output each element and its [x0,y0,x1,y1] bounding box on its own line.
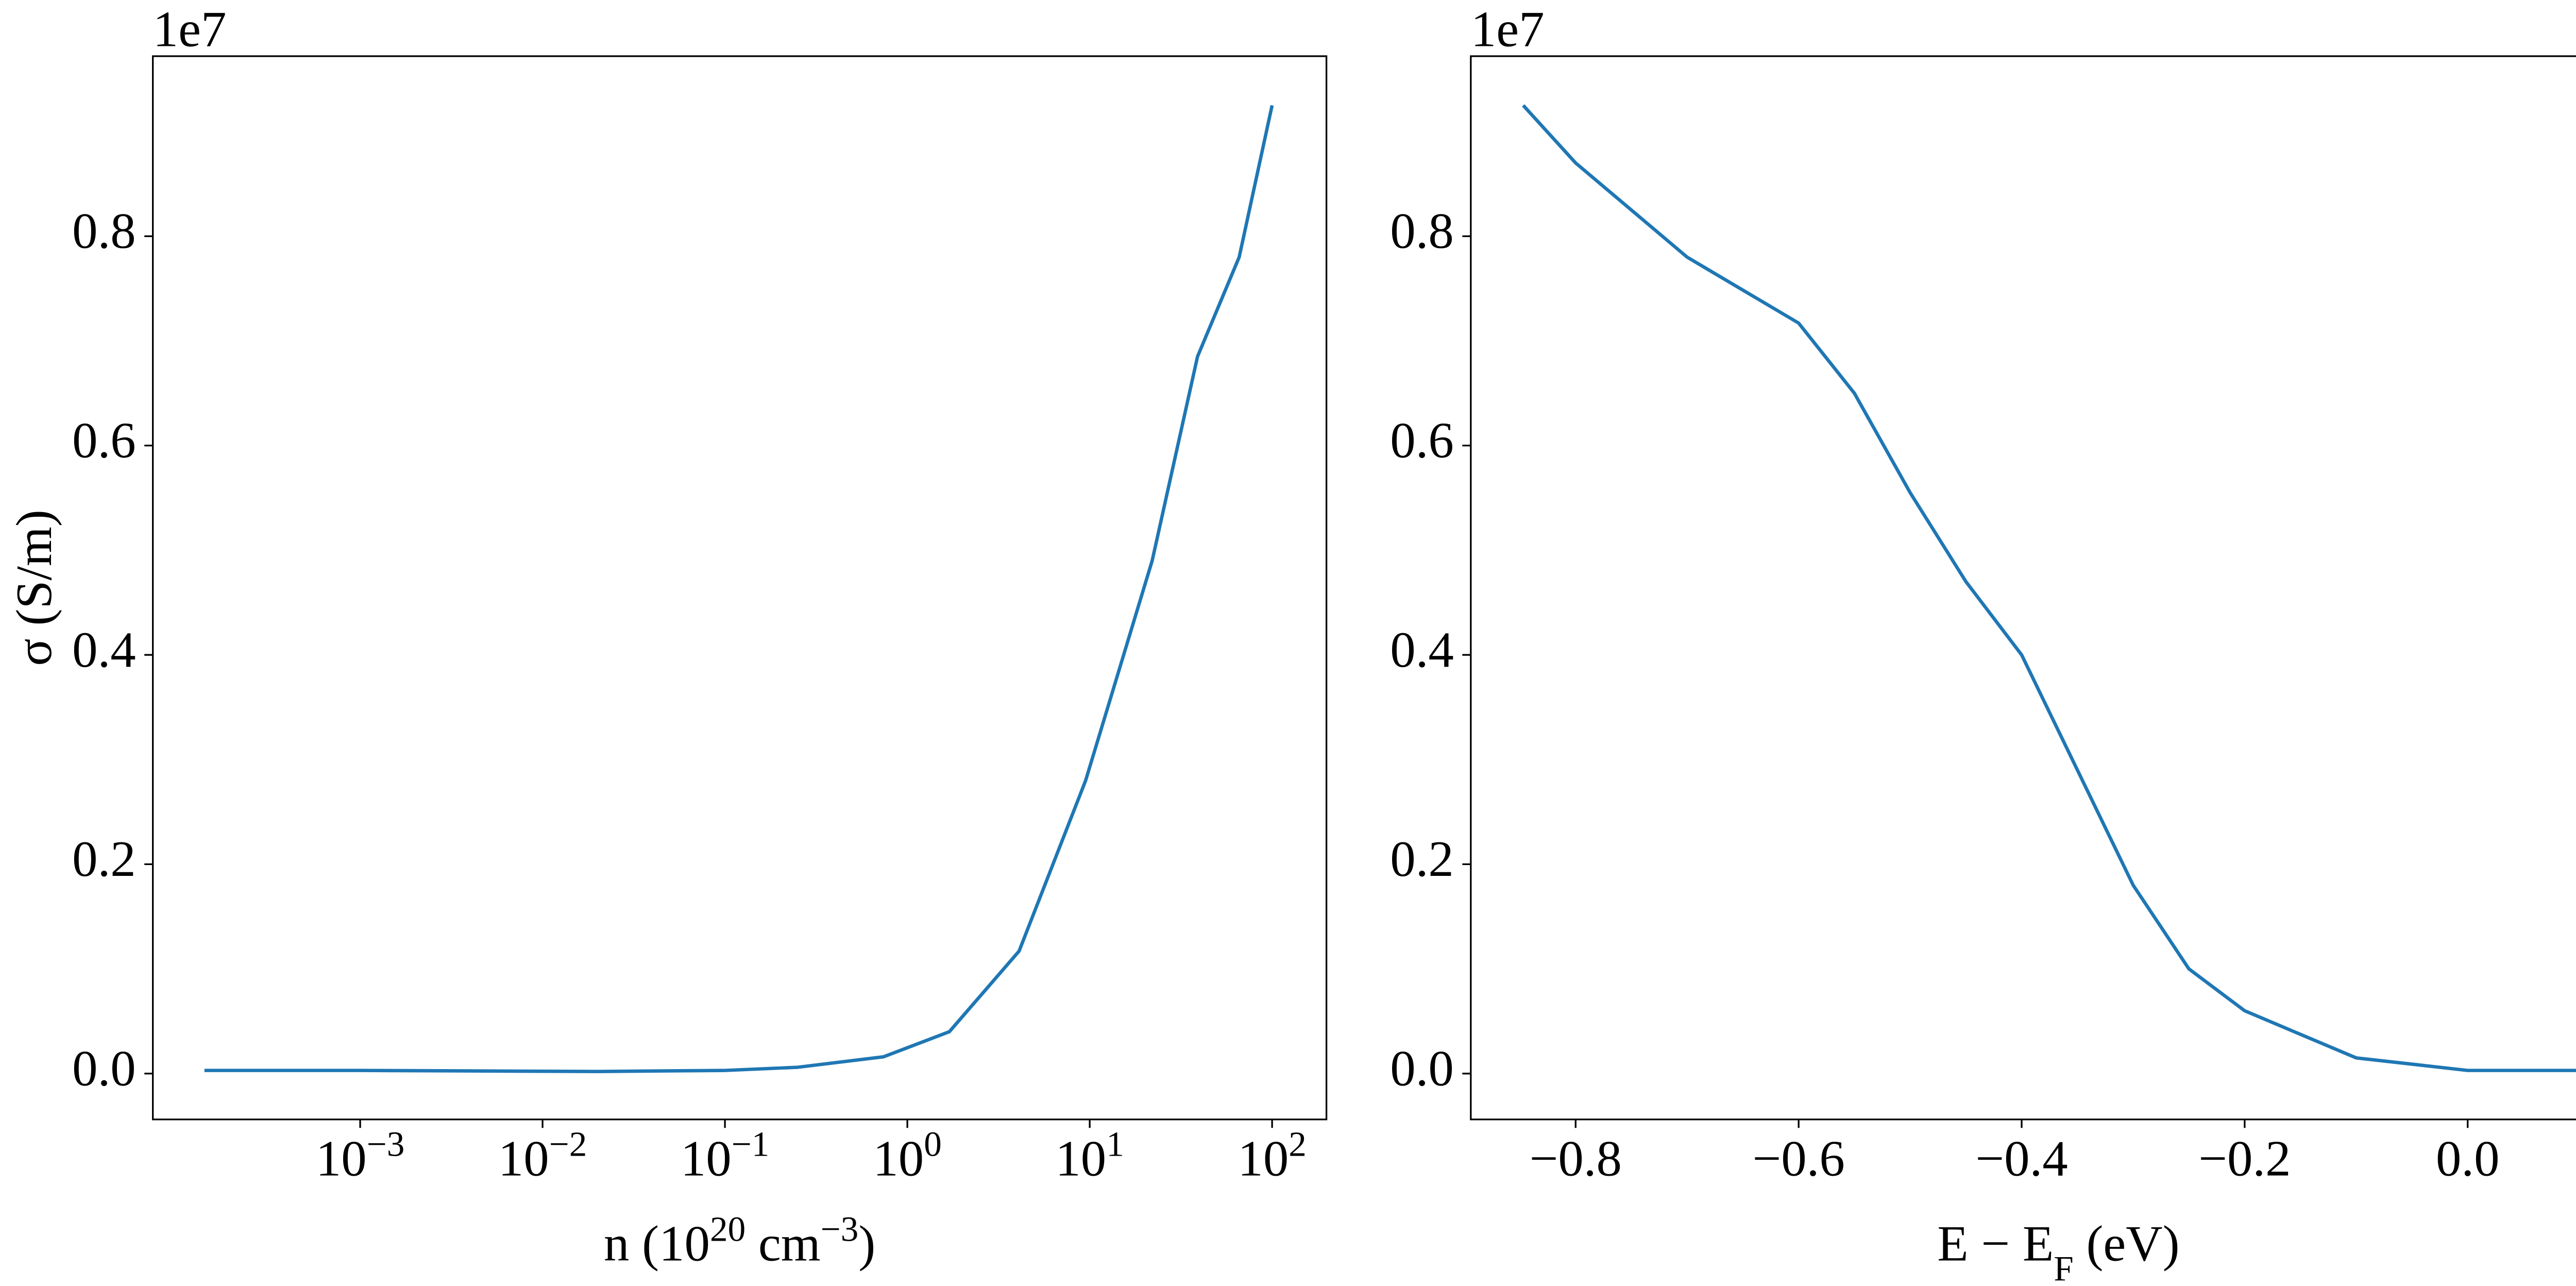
x-tick-label: 102 [1238,1124,1306,1187]
x-tick-label: 10−1 [681,1124,770,1187]
data-line [204,105,1274,1073]
plot-frame [152,55,1328,1121]
y-tick-label: 0.0 [72,1040,136,1096]
y-offset-label: 1e7 [1471,1,1545,57]
y-offset-label: 1e7 [153,1,227,57]
y-tick-label: 0.0 [1390,1040,1454,1096]
x-tick-label: 10−2 [498,1124,587,1187]
x-tick-label: 100 [873,1124,941,1187]
x-axis-label: E − EF (eV) [1937,1215,2179,1286]
x-tick-label: 101 [1055,1124,1124,1187]
x-tick-label: −0.6 [1752,1130,1844,1187]
y-tick-label: 0.6 [1390,412,1454,468]
y-tick-label: 0.6 [72,412,136,468]
x-tick-label: −0.2 [2198,1130,2291,1187]
x-tick-label: 10−3 [316,1124,405,1187]
x-tick-label: −0.8 [1530,1130,1622,1187]
y-tick-label: 0.8 [1390,203,1454,259]
data-line [1522,104,2576,1072]
y-tick-label: 0.4 [72,622,136,678]
y-tick-label: 0.8 [72,203,136,259]
y-tick-label: 0.2 [1390,831,1454,887]
x-tick-label: 0.0 [2436,1130,2500,1187]
x-tick-label: −0.4 [1975,1130,2067,1187]
plot-frame [1470,55,2576,1121]
y-tick-label: 0.2 [72,831,136,887]
y-axis-label: σ (S/m) [6,510,62,666]
y-tick-label: 0.4 [1390,622,1454,678]
x-axis-label: n (1020 cm−3) [604,1209,875,1272]
